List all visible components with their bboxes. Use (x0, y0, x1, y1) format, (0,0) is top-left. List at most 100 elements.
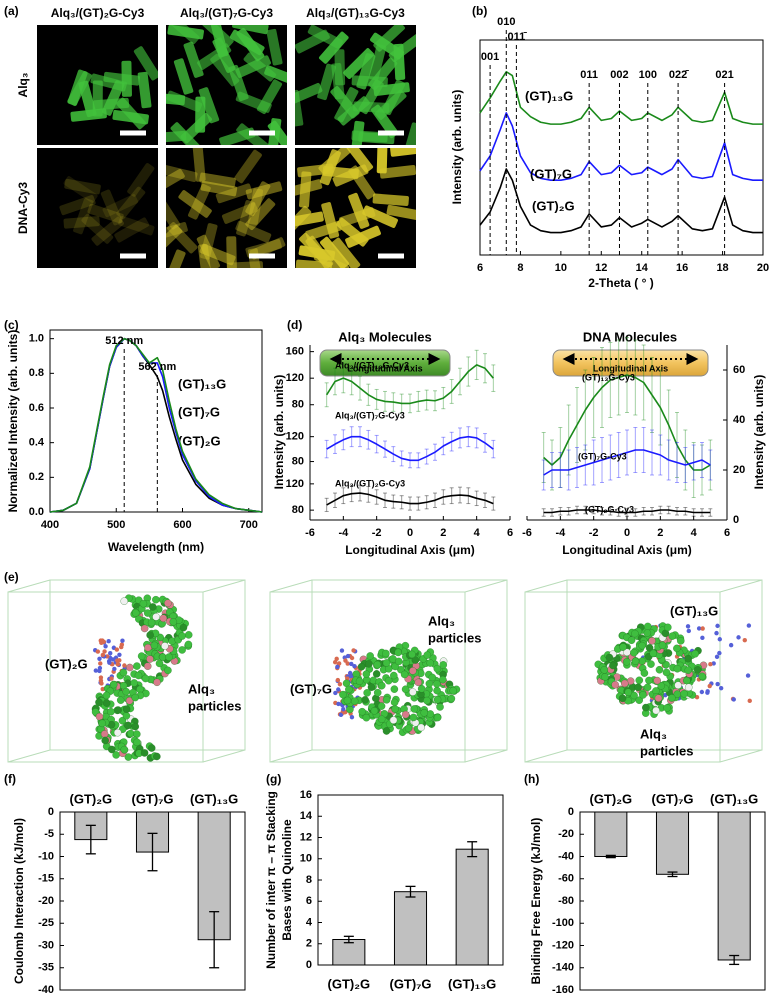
particle-atom (414, 678, 423, 687)
particle-atom (134, 671, 143, 680)
y-tick-label: -20 (558, 828, 574, 840)
particle-atom (102, 699, 111, 707)
panel-label: (b) (472, 4, 487, 18)
dna-atom (333, 690, 338, 696)
particle-atom (655, 666, 664, 674)
x-tick-label: 4 (474, 527, 481, 539)
rod (307, 25, 343, 49)
rod (116, 97, 147, 130)
series-label: (GT)₁₃G-Cy3 (582, 372, 635, 382)
y-tick-label: -30 (38, 939, 54, 951)
particle-atom (433, 680, 441, 688)
rod (166, 130, 187, 144)
particle-atom (350, 697, 359, 705)
particle-atom (131, 722, 139, 731)
x-tick-label: 0 (624, 527, 630, 539)
particle-atom (146, 631, 154, 639)
series-line (325, 364, 494, 405)
particles-label: particles (188, 698, 241, 713)
particle-atom (153, 752, 161, 761)
particle-atom (184, 640, 193, 649)
banner-label: Longitudinal Axis (593, 363, 668, 373)
particle-atom (609, 661, 617, 670)
x-tick-label: -2 (372, 527, 382, 539)
particle-atom (639, 691, 647, 699)
box-edge (464, 579, 508, 593)
particle-atom (149, 603, 157, 611)
series-label: (GT)₂G (532, 198, 575, 213)
series-line (479, 168, 763, 234)
x-tick-label: 500 (107, 519, 125, 531)
particle-atom (619, 643, 627, 651)
y-tick-label: 160 (286, 346, 304, 358)
dna-atom (98, 675, 104, 680)
particle-atom (635, 676, 644, 685)
particle-atom (649, 649, 658, 658)
dna-atom (120, 638, 125, 643)
particle-atom (124, 721, 132, 730)
particle-atom (642, 703, 650, 712)
particle-atom (630, 691, 638, 700)
y-tick-label: 0 (568, 806, 574, 818)
dna-atom (731, 697, 736, 702)
dna-atom (107, 660, 112, 665)
y-tick-label: -80 (558, 895, 574, 907)
y-tick-label: 14 (300, 810, 313, 822)
rod (305, 220, 342, 241)
particle-atom (449, 686, 457, 695)
rod (166, 164, 198, 183)
rod (101, 80, 125, 116)
dna-atom (352, 663, 357, 669)
particle-atom (390, 685, 399, 693)
particle-atom (411, 656, 420, 664)
particle-atom (382, 649, 390, 658)
annotation: 011 (580, 69, 598, 81)
y-tick-label: 0.6 (29, 402, 44, 414)
rod (247, 188, 264, 225)
column-header: Alq₃/(GT)₁₃G-Cy3 (306, 6, 405, 20)
micrograph-rods (166, 25, 287, 145)
rod (183, 41, 204, 78)
particle-atom (611, 680, 619, 689)
particle-atom (644, 622, 652, 631)
series-line (326, 435, 494, 462)
dna-atom (99, 640, 104, 646)
rod (63, 176, 98, 203)
particle-atom (109, 680, 118, 689)
category-label: (GT)₇G (651, 791, 693, 806)
particle-atom (367, 683, 376, 691)
rod (379, 165, 416, 179)
rod (320, 236, 350, 268)
series-label: Alq₃/(GT)₁₃G-Cy3 (335, 360, 409, 370)
dna-atom (345, 653, 351, 659)
rod (198, 87, 220, 124)
rod (370, 104, 399, 139)
annotation: 512 nm (105, 335, 143, 347)
x-tick-label: 20 (757, 262, 769, 274)
box-front (269, 591, 466, 763)
series-line (543, 509, 711, 514)
series-label: (GT)₂G (178, 433, 221, 448)
particle-atom (126, 663, 134, 672)
x-tick-label: 2 (440, 527, 446, 539)
y-tick-label: 0 (733, 514, 739, 526)
dna-atom (349, 714, 355, 720)
x-tick-label: 0 (407, 527, 413, 539)
particle-atom (390, 671, 398, 680)
box-edge (202, 749, 246, 763)
dna-atom (717, 650, 722, 656)
box-back (49, 579, 246, 751)
series-line (543, 374, 711, 471)
particle-atom (410, 705, 419, 713)
particle-atom (361, 696, 369, 704)
particle-atom (417, 685, 426, 693)
particle-atom (153, 678, 161, 687)
y-tick-label: 80 (292, 399, 304, 411)
y-tick-label: -100 (552, 917, 574, 929)
particle-atom (345, 685, 353, 694)
particle-atom (691, 650, 699, 658)
dna-atom (705, 690, 710, 695)
particle-atom (663, 704, 671, 712)
dna-atom (728, 642, 734, 648)
particle-atom (668, 632, 677, 640)
